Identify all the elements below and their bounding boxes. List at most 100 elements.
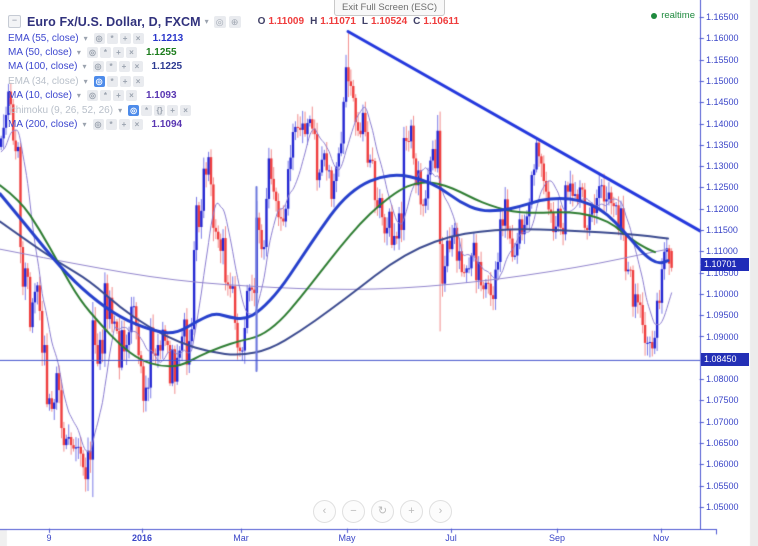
indicator-row: EMA (55, close) ▾ ◎ * + × 1.1213 [8, 31, 193, 45]
indicator-label[interactable]: MA (10, close) [8, 90, 72, 102]
eye-icon[interactable]: ◎ [93, 75, 105, 87]
indicator-dropdown-caret[interactable]: ▾ [83, 33, 88, 43]
indicator-value: 1.1094 [151, 119, 183, 131]
plus-icon[interactable]: + [119, 75, 131, 87]
price-axis[interactable]: 1.16500 1.16000 1.15500 1.15000 1.14500 1.140… [700, 0, 750, 529]
plus-icon[interactable]: + [118, 61, 130, 73]
indicator-label[interactable]: EMA (55, close) [8, 32, 79, 44]
indicator-dropdown-caret[interactable]: ▾ [118, 105, 123, 115]
indicator-label[interactable]: EMA (34, close) [8, 75, 79, 87]
indicator-dropdown-caret[interactable]: ▾ [83, 76, 88, 86]
price-axis-label: 1.16000 [706, 33, 739, 44]
time-axis-label: May [338, 533, 356, 543]
eye-icon[interactable]: ◎ [92, 119, 104, 131]
indicator-label[interactable]: MA (200, close) [8, 119, 78, 131]
eye-icon[interactable]: ◎ [92, 61, 104, 73]
eye-icon[interactable]: ◎ [86, 47, 98, 59]
collapse-legend-button[interactable]: − [8, 15, 21, 28]
ohlc-key: H [310, 16, 318, 27]
price-axis-label: 1.06000 [706, 459, 739, 470]
close-icon[interactable]: × [125, 47, 137, 59]
indicator-row: MA (200, close) ▾ ◎ * + × 1.1094 [8, 117, 193, 131]
price-axis-label: 1.10000 [706, 288, 739, 299]
settings-gear-icon[interactable]: ⊕ [228, 15, 241, 28]
indicator-dropdown-caret[interactable]: ▾ [82, 62, 87, 72]
ohlc-value: 1.10611 [423, 16, 460, 27]
eye-icon[interactable]: ◎ [86, 90, 98, 102]
price-axis-label: 1.14000 [706, 118, 739, 129]
indicator-label[interactable]: Ichimoku (9, 26, 52, 26) [8, 104, 114, 116]
scroll-right-button[interactable]: › [429, 500, 452, 523]
indicator-value: 1.1213 [152, 32, 184, 44]
close-icon[interactable]: × [131, 61, 143, 73]
ohlc-key: L [361, 16, 369, 27]
gear-icon[interactable]: * [99, 47, 111, 59]
time-axis[interactable]: 9 2016 Mar May Jul Sep Nov [0, 529, 758, 546]
indicator-dropdown-caret[interactable]: ▾ [76, 91, 81, 101]
realtime-status: realtime [651, 10, 695, 21]
indicator-dropdown-caret[interactable]: ▾ [76, 48, 81, 58]
close-icon[interactable]: × [125, 90, 137, 102]
gear-icon[interactable]: * [105, 119, 117, 131]
plus-icon[interactable]: + [119, 32, 131, 44]
symbol-title[interactable]: Euro Fx/U.S. Dollar, D, FXCM [27, 14, 201, 29]
gear-icon[interactable]: * [106, 75, 118, 87]
hide-indicator-icon[interactable]: ◎ [213, 15, 226, 28]
indicator-legend: EMA (55, close) ▾ ◎ * + × 1.1213 MA (50, close)… [8, 31, 193, 132]
symbol-dropdown-caret[interactable]: ▾ [204, 17, 209, 26]
price-axis-label: 1.07500 [706, 395, 739, 406]
reset-view-button[interactable]: ↻ [371, 500, 394, 523]
price-axis-label: 1.07000 [706, 416, 739, 427]
exit-fullscreen-tooltip: Exit Full Screen (ESC) [334, 0, 446, 16]
close-icon[interactable]: × [131, 119, 143, 131]
price-axis-label: 1.11000 [706, 246, 738, 257]
price-axis-label: 1.11500 [706, 225, 738, 235]
price-axis-label: 1.14500 [706, 97, 739, 108]
price-axis-label: 1.09500 [706, 310, 739, 321]
time-axis-label: Nov [652, 533, 670, 543]
braces-icon[interactable]: {} [154, 104, 166, 116]
gear-icon[interactable]: * [141, 104, 153, 116]
plus-icon[interactable]: + [167, 104, 179, 116]
close-icon[interactable]: × [180, 104, 192, 116]
time-axis-label: Mar [233, 533, 249, 543]
price-axis-label: 1.06500 [706, 438, 739, 448]
time-axis-label: 9 [46, 533, 52, 543]
ohlc-key: C [413, 16, 421, 27]
gear-icon[interactable]: * [99, 90, 111, 102]
indicator-row: MA (10, close) ▾ ◎ * + × 1.1093 [8, 89, 193, 103]
indicator-dropdown-caret[interactable]: ▾ [82, 120, 87, 130]
gear-icon[interactable]: * [105, 61, 117, 73]
indicator-label[interactable]: MA (100, close) [8, 61, 78, 73]
close-icon[interactable]: × [132, 32, 144, 44]
indicator-row: MA (50, close) ▾ ◎ * + × 1.1255 [8, 45, 193, 59]
price-axis-label: 1.16500 [706, 12, 739, 22]
close-icon[interactable]: × [132, 75, 144, 87]
price-tag: 1.08450 [701, 353, 749, 367]
zoom-out-button[interactable]: − [342, 500, 365, 523]
plus-icon[interactable]: + [112, 47, 124, 59]
realtime-label: realtime [661, 10, 695, 21]
scroll-left-button[interactable]: ‹ [313, 500, 336, 523]
plus-icon[interactable]: + [118, 119, 130, 131]
eye-icon[interactable]: ◎ [93, 32, 105, 44]
indicator-row: Ichimoku (9, 26, 52, 26) ▾ ◎ *{} + × [8, 103, 193, 117]
realtime-dot-icon [651, 12, 658, 19]
eye-icon[interactable]: ◎ [128, 104, 140, 116]
indicator-label[interactable]: MA (50, close) [8, 47, 72, 59]
price-axis-label: 1.12500 [706, 182, 739, 193]
ohlc-value: 1.10524 [371, 16, 408, 27]
plus-icon[interactable]: + [112, 90, 124, 102]
gear-icon[interactable]: * [106, 32, 118, 44]
time-axis-label: Jul [445, 533, 457, 543]
chart-nav-buttons: ‹ − ↻ + › [313, 500, 458, 523]
price-tag: 1.10701 [701, 257, 749, 271]
price-axis-label: 1.15000 [706, 75, 739, 86]
ohlc-values: O 1.11009 H 1.11071 L 1.10524 C 1.10611 [252, 16, 459, 27]
zoom-in-button[interactable]: + [400, 500, 423, 523]
ohlc-value: 1.11009 [268, 16, 305, 27]
price-axis-label: 1.13500 [706, 139, 739, 150]
indicator-value: 1.1255 [145, 47, 177, 59]
indicator-row: MA (100, close) ▾ ◎ * + × 1.1225 [8, 60, 193, 74]
